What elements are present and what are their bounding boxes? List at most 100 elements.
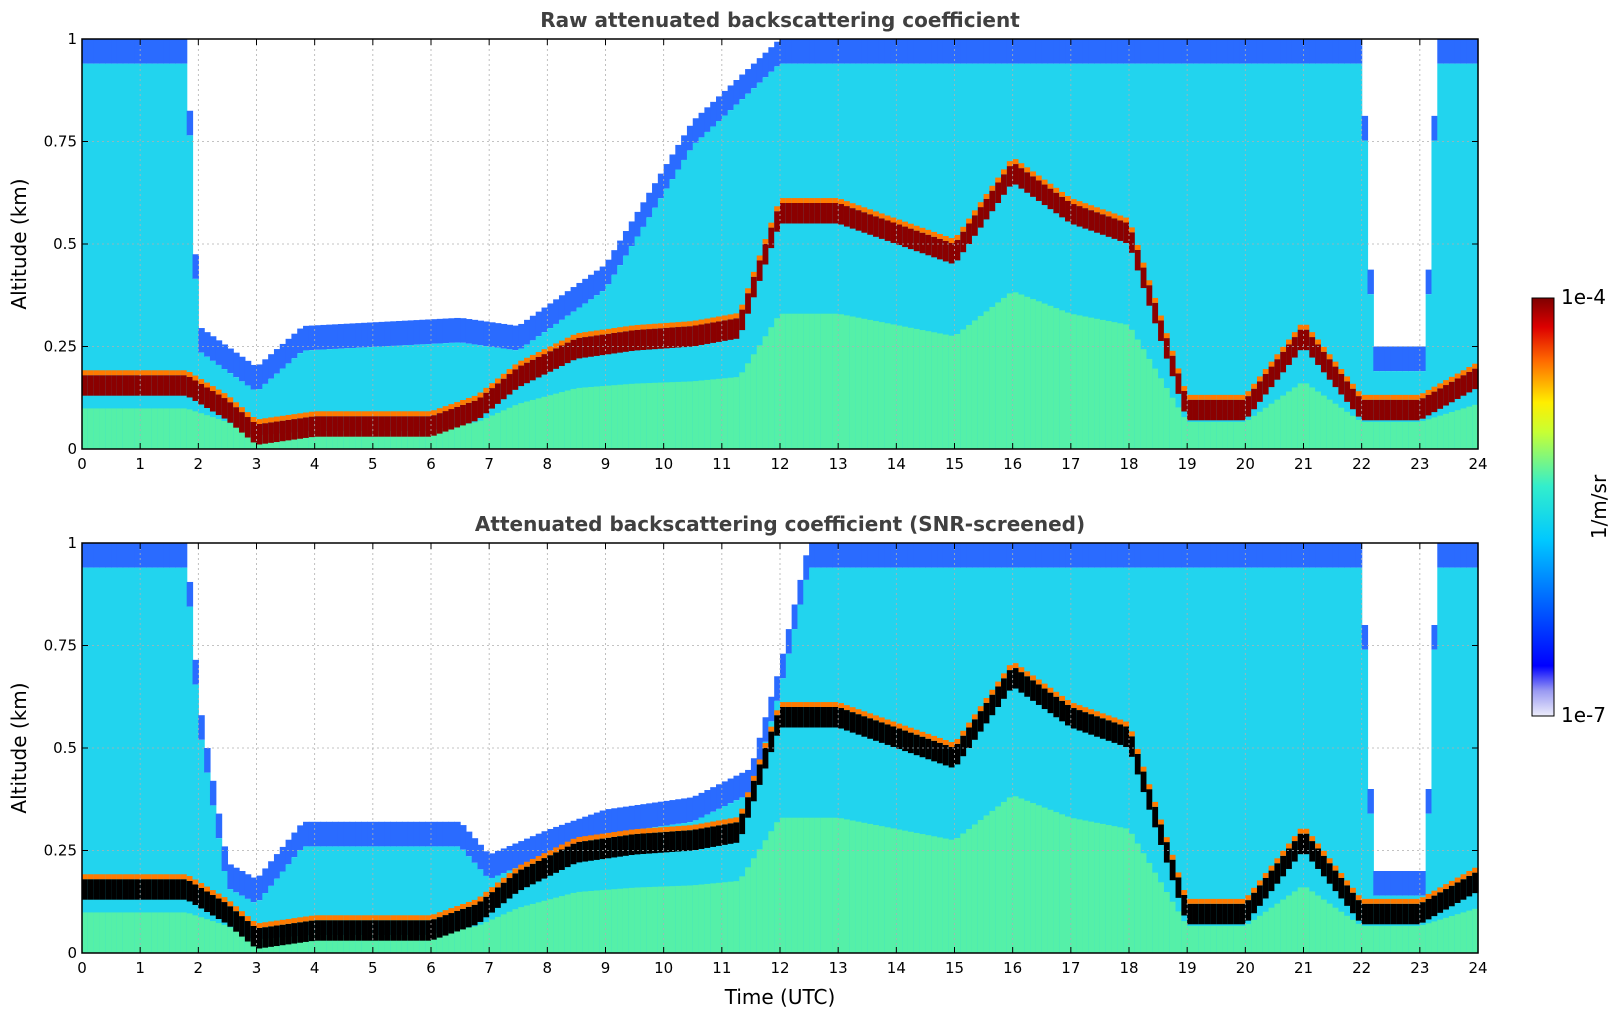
heatmap-cell [1384,903,1392,925]
heatmap-cell [983,815,990,953]
heatmap-cell [826,63,833,449]
heatmap-cell [1001,174,1008,195]
heatmap-cell [99,912,106,953]
heatmap-cell [873,567,880,953]
heatmap-cell [1187,898,1194,904]
heatmap-cell [1268,907,1276,953]
heatmap-cell [971,567,979,953]
heatmap-cell [297,825,304,850]
heatmap-cell [803,198,810,203]
x-tick-label: 23 [1410,455,1429,473]
heatmap-cell [1099,39,1107,64]
heatmap-cell [1233,543,1241,568]
heatmap-cell [838,708,845,729]
heatmap-cell [681,798,688,824]
x-tick-label: 19 [1178,959,1197,977]
heatmap-cell [832,543,839,568]
heatmap-cell [1448,412,1456,449]
heatmap-cell [460,825,467,850]
heatmap-cell [163,879,170,900]
heatmap-cell [349,430,356,449]
heatmap-cell [384,346,391,449]
heatmap-cell [297,922,304,943]
heatmap-cell [582,841,589,862]
heatmap-cell [1053,543,1060,568]
heatmap-cell [1431,115,1438,141]
heatmap-cell [785,39,793,64]
heatmap-cell [1198,543,1206,568]
heatmap-cell [977,202,985,208]
heatmap-cell [977,711,985,732]
heatmap-cell [657,173,665,199]
heatmap-cell [204,415,211,449]
heatmap-cell [204,332,211,357]
x-tick-label: 15 [945,455,964,473]
heatmap-cell [285,923,292,945]
heatmap-cell [1105,567,1113,953]
heatmap-cell [1291,39,1299,64]
heatmap-cell [343,920,351,941]
heatmap-cell [634,324,641,330]
heatmap-cell [611,836,618,858]
heatmap-cell [204,891,211,912]
heatmap-cell [448,846,455,953]
heatmap-cell [326,349,333,449]
heatmap-cell [180,912,188,953]
heatmap-cell [460,908,467,930]
heatmap-cell [704,790,711,815]
heatmap-cell [244,921,252,942]
heatmap-cell [1105,543,1113,568]
heatmap-cell [884,827,892,953]
heatmap-cell [1245,391,1252,397]
heatmap-cell [1198,903,1206,925]
heatmap-cell [564,390,572,449]
heatmap-cell [1332,567,1339,953]
heatmap-cell [1460,370,1467,376]
heatmap-cell [93,375,101,396]
heatmap-cell [861,318,868,449]
heatmap-cell [343,430,351,449]
heatmap-cell [832,567,839,953]
heatmap-cell [303,916,310,922]
heatmap-cell [1460,567,1467,953]
x-tick-label: 4 [310,455,320,473]
heatmap-cell [919,330,927,449]
heatmap-cell [1332,366,1339,388]
heatmap-cell [128,375,135,396]
heatmap-cell [1094,39,1101,64]
heatmap-cell [640,329,647,350]
heatmap-cell [337,920,345,941]
heatmap-cell [716,808,723,953]
heatmap-cell [303,412,310,418]
heatmap-cell [180,63,188,449]
heatmap-cell [1006,63,1014,449]
heatmap-cell [1187,394,1194,400]
heatmap-cell [553,299,560,324]
heatmap-cell [692,325,700,346]
heatmap-cell [1239,898,1246,904]
heatmap-cell [1344,411,1351,449]
heatmap-cell [1204,543,1212,568]
heatmap-cell [244,417,252,438]
heatmap-cell [1035,175,1043,181]
heatmap-cell [1256,567,1264,953]
heatmap-cell [1053,39,1060,64]
heatmap-cell [1001,39,1008,64]
heatmap-cell [570,838,578,844]
heatmap-cell [762,743,769,748]
heatmap-cell [1018,294,1025,449]
heatmap-cell [140,567,147,953]
heatmap-cell [1355,895,1363,901]
heatmap-cell [349,411,356,417]
heatmap-cell [401,320,409,346]
heatmap-cell [1146,543,1153,568]
heatmap-cell [477,896,484,902]
heatmap-cell [111,370,118,376]
heatmap-cell [82,370,89,376]
heatmap-cell [233,407,240,428]
heatmap-cell [105,63,112,449]
heatmap-cell [215,813,223,839]
heatmap-cell [1367,421,1374,449]
heatmap-cell [1286,344,1293,365]
heatmap-cell [838,543,845,568]
